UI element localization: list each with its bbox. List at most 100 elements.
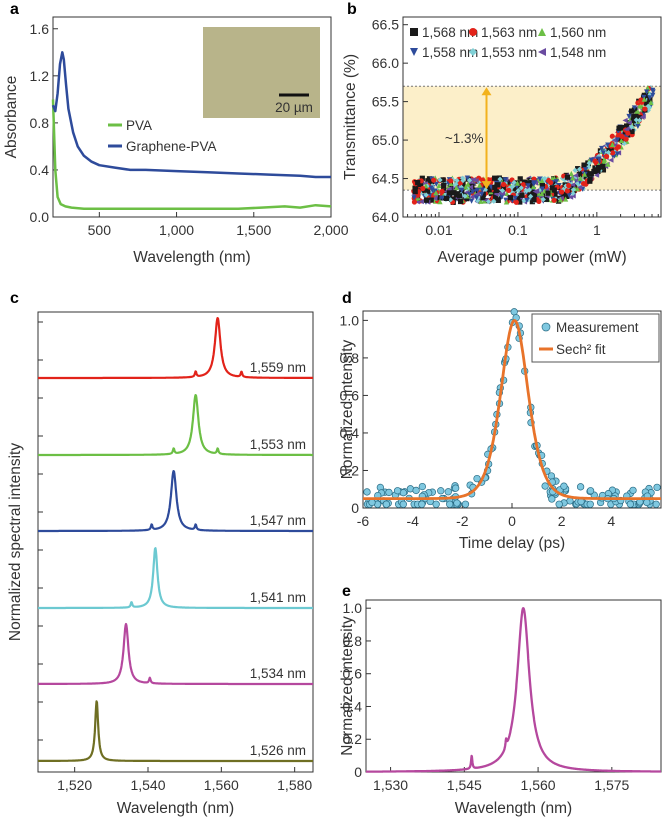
- data-point: [618, 137, 624, 144]
- data-point: [479, 187, 485, 193]
- data-point: [633, 113, 639, 119]
- data-point: [626, 113, 632, 120]
- data-point: [470, 176, 477, 183]
- data-point: [524, 197, 530, 204]
- data-point: [450, 196, 456, 203]
- y-tick-label: 66.5: [372, 17, 399, 33]
- data-point: [437, 199, 443, 205]
- data-point: [630, 118, 636, 124]
- data-point: [599, 145, 605, 152]
- y-tick-label: 1.2: [30, 68, 50, 84]
- y-axis-label: Normalized intensity: [339, 339, 356, 479]
- measurement-point: [629, 486, 637, 494]
- legend-marker: [469, 28, 477, 36]
- data-point: [539, 183, 545, 189]
- data-point: [492, 184, 498, 191]
- data-point: [448, 180, 454, 187]
- data-point: [495, 197, 501, 203]
- measurement-point: [446, 500, 454, 508]
- data-point: [622, 117, 628, 123]
- measurement-point: [541, 482, 549, 490]
- x-tick-label: 4: [607, 513, 615, 529]
- data-point: [600, 163, 606, 170]
- x-axis-label: Wavelength (nm): [133, 249, 250, 266]
- data-point: [495, 182, 501, 188]
- data-point: [648, 99, 654, 106]
- data-point: [570, 193, 576, 199]
- data-point: [492, 175, 498, 181]
- series-line-0: [51, 99, 332, 211]
- data-point: [511, 186, 517, 192]
- measurement-point: [461, 500, 470, 508]
- data-point: [551, 187, 557, 193]
- data-point: [521, 198, 527, 204]
- data-point: [570, 187, 577, 193]
- data-point: [520, 182, 526, 188]
- y-tick-label: 0: [351, 500, 359, 516]
- data-point: [432, 188, 438, 194]
- x-tick-label: -6: [357, 513, 370, 529]
- legend-marker: [410, 28, 418, 36]
- panel-c: c 1,520 1,540 1,560 1,580 Wavelength (nm) Norm…: [7, 290, 314, 817]
- data-point: [566, 182, 572, 189]
- data-point: [537, 176, 543, 182]
- data-point: [473, 195, 480, 201]
- measurement-point: [418, 500, 426, 508]
- y-tick-label: 66.0: [372, 55, 399, 71]
- data-point: [436, 182, 442, 189]
- data-point: [576, 172, 582, 178]
- data-point: [564, 174, 571, 180]
- data-point: [479, 191, 485, 197]
- data-point: [593, 172, 600, 178]
- data-point: [418, 181, 424, 188]
- data-point: [453, 181, 459, 187]
- data-point: [467, 192, 473, 198]
- data-point: [503, 197, 509, 203]
- x-tick-label: 1,560: [204, 777, 239, 793]
- panel-b: b ~1.3% 0.01 0.1 1 64.0 64.5 65.0 65.5 66.0 66.5 Av…: [342, 1, 662, 266]
- data-point: [480, 191, 486, 197]
- data-point: [491, 198, 497, 204]
- data-point: [423, 197, 430, 203]
- data-point: [647, 95, 653, 101]
- measurement-point: [473, 474, 481, 483]
- data-point: [539, 191, 545, 197]
- measurement-point: [418, 482, 426, 491]
- data-point: [521, 179, 528, 185]
- panel-d: d -6 -4 -2 0 2 4 0 0.2 0.4 0.6 0.8 1.0 Time delay (ps…: [339, 290, 662, 552]
- data-point: [600, 150, 606, 156]
- data-point: [616, 125, 622, 131]
- data-point: [530, 183, 537, 190]
- legend-marker: [469, 48, 477, 56]
- y-axis-label: Absorbance: [3, 76, 20, 159]
- measurement-point: [393, 487, 402, 495]
- measurement-point: [547, 472, 556, 480]
- x-tick-label: -4: [406, 513, 419, 529]
- scale-bar-label: 20 µm: [275, 100, 313, 115]
- x-tick-label: 1,540: [130, 777, 165, 793]
- panel-label: e: [342, 583, 351, 600]
- measurement-point: [437, 487, 445, 495]
- measurement-point: [576, 483, 585, 491]
- measurement-point: [586, 500, 594, 508]
- spectrum-line-2: [37, 470, 314, 533]
- legend-marker: [538, 48, 546, 56]
- data-point: [433, 181, 439, 187]
- spectrum-line-1: [37, 394, 314, 457]
- data-point: [574, 186, 581, 192]
- data-point: [645, 85, 651, 91]
- data-point: [596, 156, 602, 162]
- y-tick-label: 0.6: [343, 666, 363, 682]
- x-tick-label: 0: [508, 513, 516, 529]
- legend-marker: [410, 48, 418, 56]
- y-tick-label: 0: [354, 764, 362, 780]
- data-point: [475, 187, 481, 193]
- spectrum-label: 1,547 nm: [250, 513, 306, 528]
- measurement-point: [451, 484, 460, 492]
- data-point: [464, 175, 470, 181]
- y-tick-label: 0.2: [340, 462, 360, 478]
- data-point: [609, 133, 615, 139]
- legend-label: 1,558 nm: [422, 45, 478, 60]
- data-point: [433, 190, 439, 196]
- x-axis-label: Wavelength (nm): [455, 800, 572, 817]
